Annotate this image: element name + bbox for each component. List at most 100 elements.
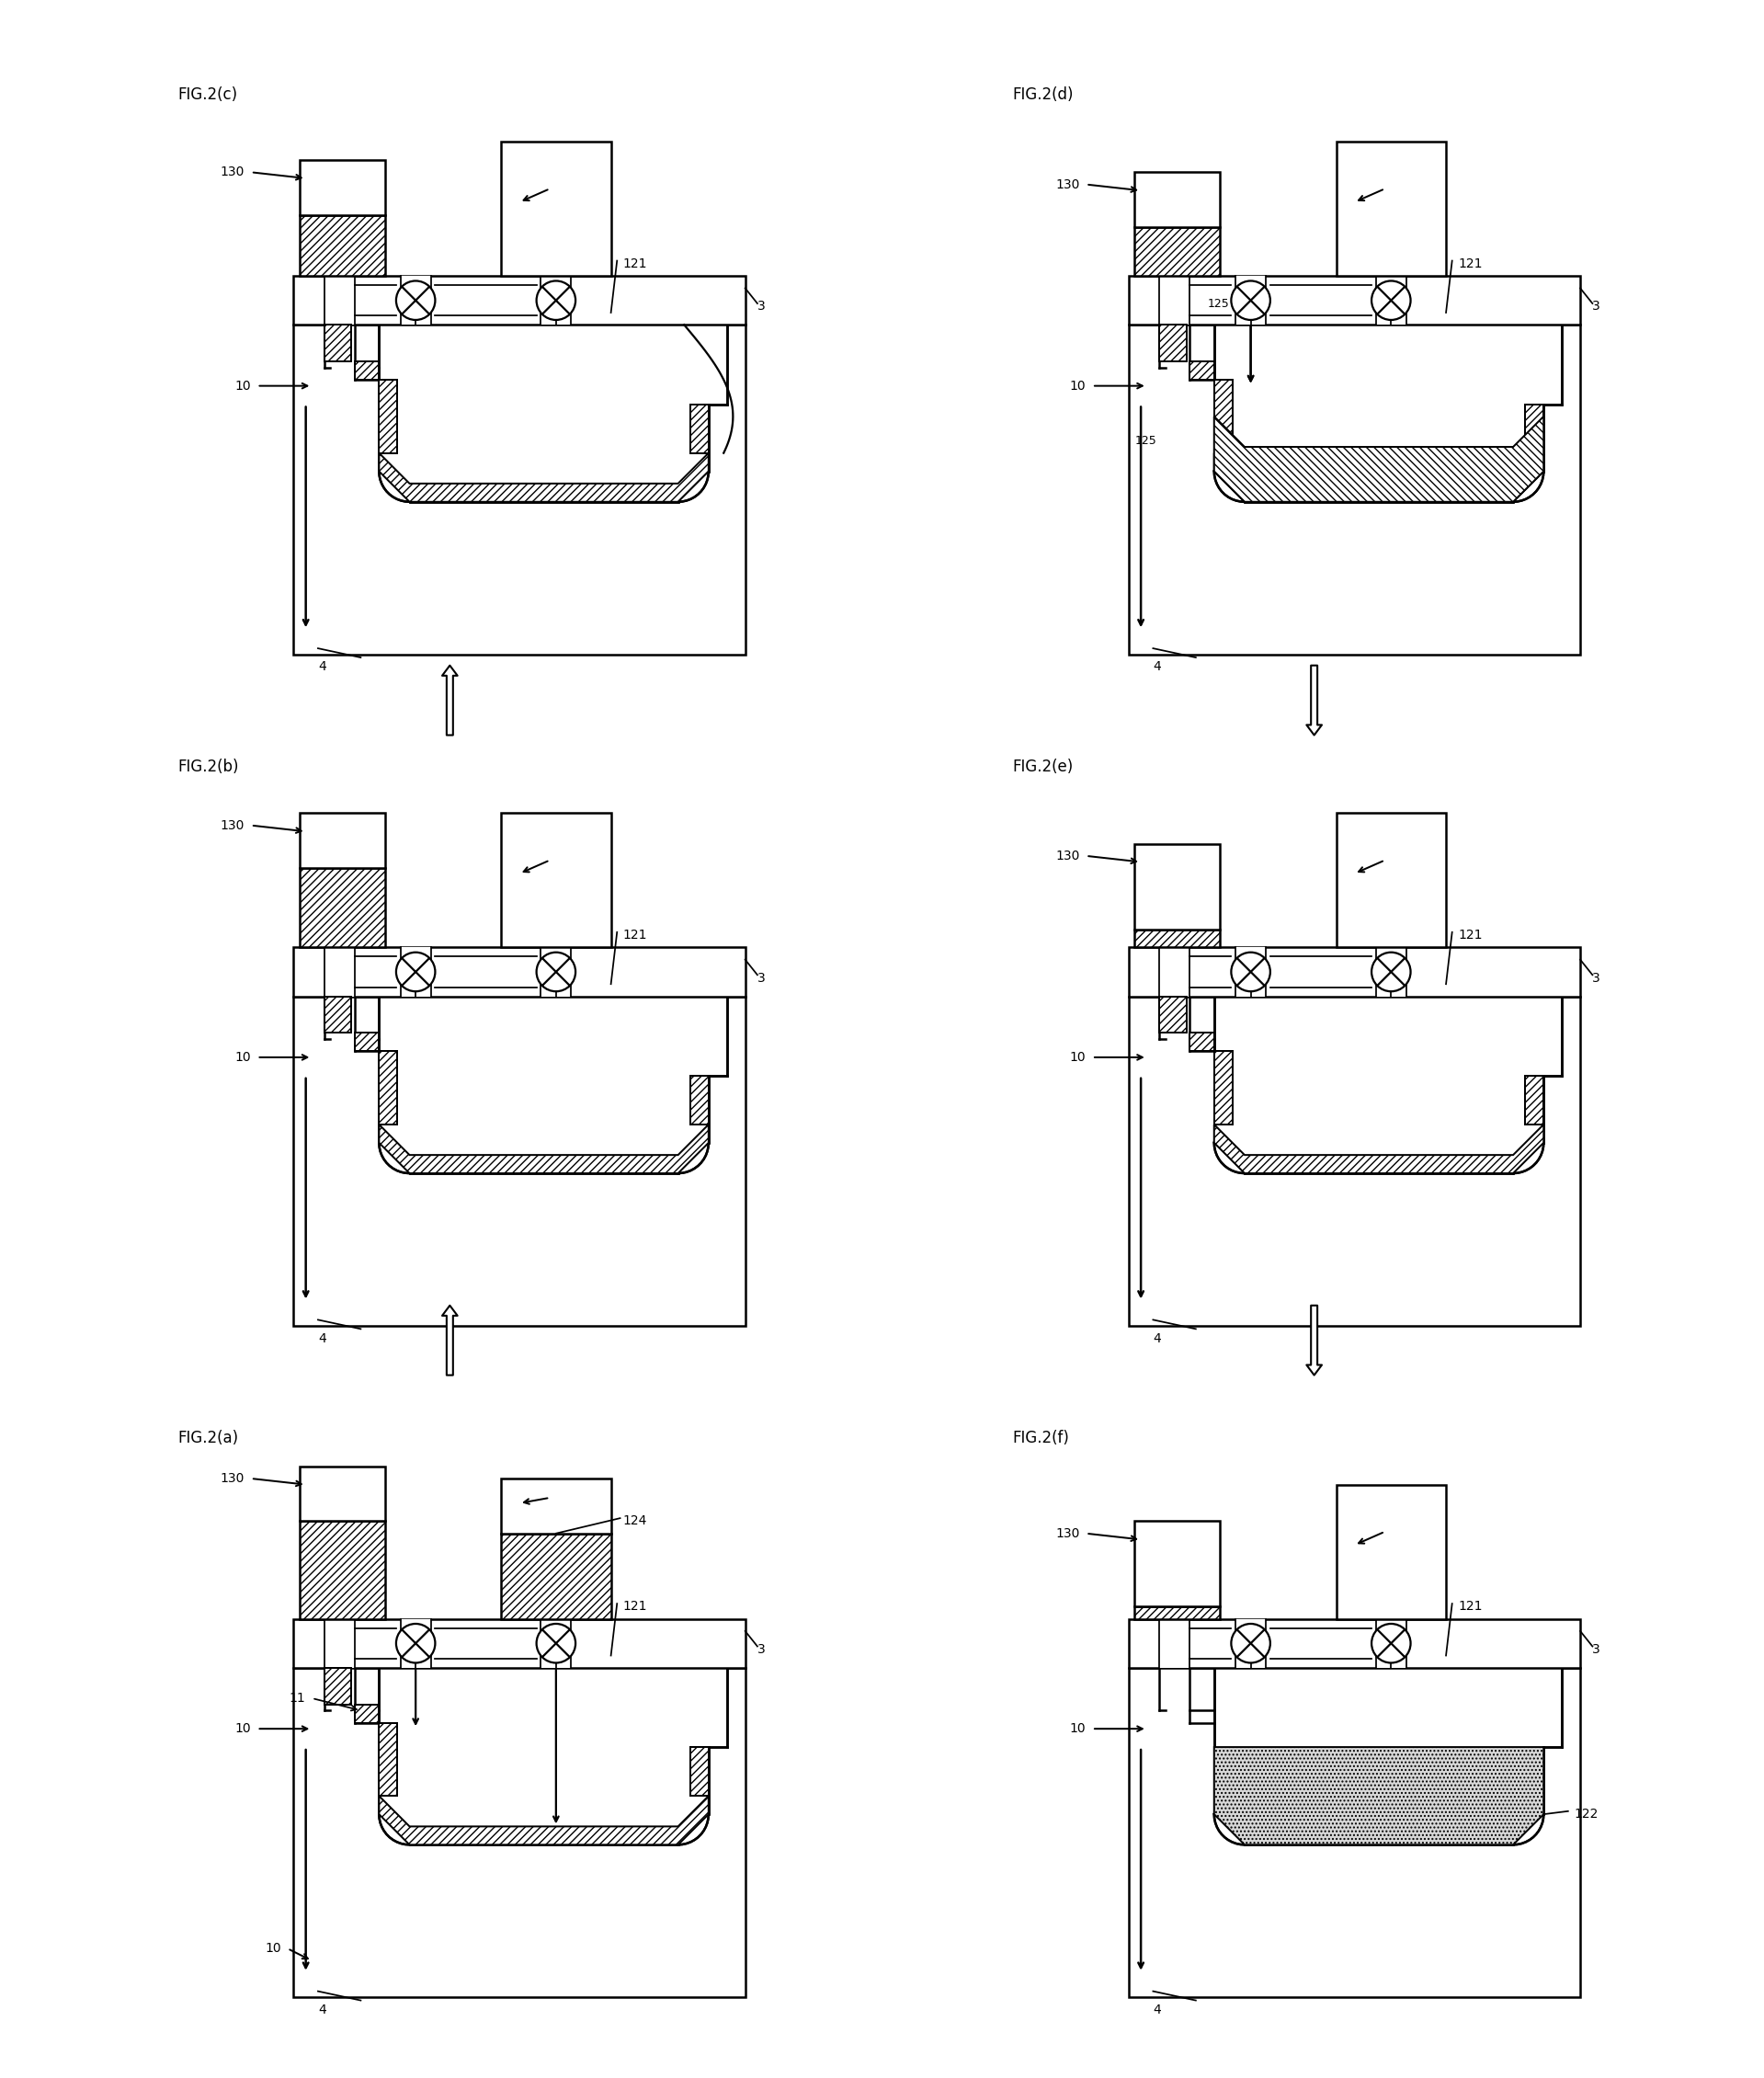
Text: 3: 3 [1593, 1644, 1600, 1656]
Bar [293, 995, 744, 1326]
Bar [293, 1669, 744, 1997]
Bar [542, 276, 572, 324]
Text: 130: 130 [1055, 1527, 1080, 1540]
Text: 4: 4 [318, 661, 326, 673]
Polygon shape [379, 453, 709, 503]
Polygon shape [379, 324, 727, 503]
Text: 4: 4 [1154, 1332, 1161, 1344]
Bar [1159, 324, 1189, 380]
Bar [1189, 1039, 1214, 1051]
Circle shape [1231, 1623, 1270, 1662]
Bar [501, 1477, 610, 1534]
Bar [1214, 1051, 1233, 1124]
Text: 3: 3 [1593, 973, 1600, 985]
Polygon shape [379, 995, 727, 1174]
Polygon shape [379, 1124, 709, 1174]
Bar [1129, 948, 1581, 995]
Text: FIG.2(a): FIG.2(a) [178, 1430, 238, 1446]
Bar [1134, 227, 1221, 276]
Text: 3: 3 [757, 973, 766, 985]
Bar [542, 1619, 572, 1669]
Circle shape [1372, 952, 1411, 991]
Bar [1129, 276, 1581, 324]
Text: 30: 30 [1348, 183, 1364, 195]
Bar [325, 995, 351, 1033]
Bar [1189, 368, 1214, 380]
Bar [1134, 929, 1221, 948]
Bar [293, 276, 744, 324]
Text: 10: 10 [1069, 1723, 1087, 1735]
Bar [325, 948, 355, 995]
Text: 121: 121 [1459, 929, 1482, 941]
Text: FIG.2(c): FIG.2(c) [178, 87, 238, 104]
Text: 10: 10 [1069, 380, 1087, 393]
Bar [355, 1710, 379, 1723]
Text: 3: 3 [1593, 299, 1600, 314]
Bar [325, 324, 355, 380]
Bar [355, 362, 379, 380]
Bar [325, 1669, 351, 1704]
Circle shape [1372, 1623, 1411, 1662]
Polygon shape [1214, 1748, 1544, 1845]
Text: 130: 130 [220, 1471, 245, 1486]
Bar [1214, 380, 1233, 453]
Bar [379, 1051, 397, 1124]
Text: 124: 124 [623, 1515, 647, 1527]
Text: 3: 3 [757, 1644, 766, 1656]
Bar [501, 1534, 610, 1619]
Text: 11: 11 [289, 1691, 305, 1704]
Bar [300, 214, 385, 276]
Bar [1159, 324, 1187, 362]
Bar [1376, 948, 1406, 995]
Bar [1134, 172, 1221, 227]
Bar [690, 405, 709, 453]
Bar [355, 368, 379, 380]
Bar [1526, 1076, 1544, 1124]
Bar [1335, 141, 1446, 276]
Circle shape [536, 952, 575, 991]
Bar [1376, 276, 1406, 324]
Text: 4: 4 [1154, 2003, 1161, 2016]
Bar [379, 1723, 397, 1795]
Bar [325, 1669, 355, 1723]
Bar [293, 948, 744, 995]
Text: 130: 130 [1055, 179, 1080, 191]
Bar [293, 1619, 744, 1669]
Text: 122: 122 [1573, 1808, 1598, 1820]
Bar [1129, 324, 1581, 655]
Bar [400, 1619, 430, 1669]
Text: 10: 10 [235, 1723, 250, 1735]
Polygon shape [1214, 416, 1544, 503]
Bar [1134, 1521, 1221, 1606]
Bar [1159, 995, 1187, 1033]
Text: 10: 10 [1069, 1051, 1087, 1064]
Bar [1129, 995, 1581, 1326]
Circle shape [1372, 281, 1411, 320]
Text: 30: 30 [513, 854, 529, 867]
Text: 30: 30 [513, 183, 529, 195]
Bar [1235, 1619, 1267, 1669]
Text: 30: 30 [513, 1492, 529, 1504]
Circle shape [536, 281, 575, 320]
Circle shape [1231, 952, 1270, 991]
Polygon shape [379, 1795, 709, 1845]
Bar [1129, 1669, 1581, 1997]
Bar [1159, 948, 1189, 995]
Text: 121: 121 [623, 258, 647, 270]
Bar [400, 276, 430, 324]
Polygon shape [1214, 324, 1561, 503]
Bar [1235, 948, 1267, 995]
Text: 4: 4 [1154, 661, 1161, 673]
Text: 121: 121 [1459, 258, 1482, 270]
Bar [325, 995, 355, 1051]
Bar [1335, 1484, 1446, 1619]
Bar [501, 812, 610, 948]
Text: 10: 10 [265, 1943, 282, 1955]
Polygon shape [1214, 453, 1544, 503]
Bar [501, 141, 610, 276]
Bar [1129, 1619, 1581, 1669]
Bar [690, 1748, 709, 1795]
Bar [1376, 1619, 1406, 1669]
Bar [300, 812, 385, 869]
Bar [355, 1033, 379, 1051]
